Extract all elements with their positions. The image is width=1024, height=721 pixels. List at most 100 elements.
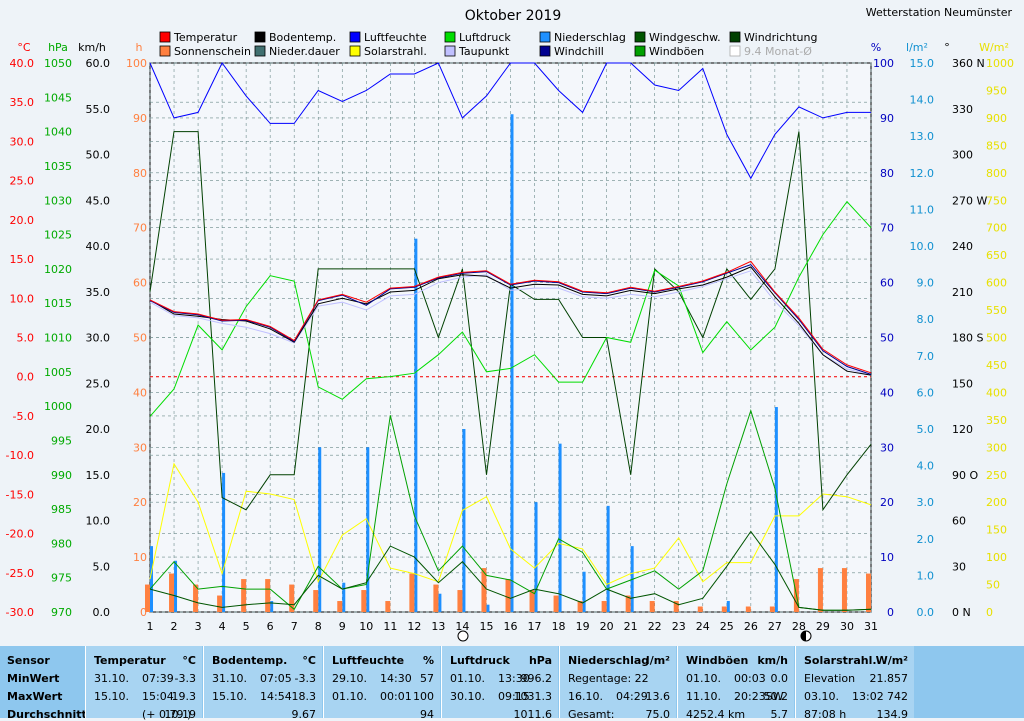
stats-cell-value: 0.0 [770,672,789,685]
stats-cell-time: 14:30 [380,672,412,685]
axis-tick-label: 330 [952,103,973,116]
stats-column-unit: °C [302,654,316,667]
sunshine-bar [601,601,607,612]
series-line-solarstrahl [149,462,872,586]
legend-swatch [349,45,361,57]
precipitation-bar [150,546,153,612]
axis-tick-label: 150 [952,377,973,390]
stats-cell-date: 01.10. [686,672,721,685]
precipitation-bar [582,571,586,612]
station-name: Wetterstation Neumünster [866,6,1013,19]
sunshine-bar [625,595,631,612]
axis-tick-label: 900 [986,112,1007,125]
x-tick-label: 20 [600,620,614,633]
legend-label: Solarstrahl. [364,45,427,58]
x-tick-label: 18 [552,620,566,633]
axis-tick-label: 10.0 [86,515,111,528]
stats-column: Bodentemp. °C 31.10. 07:05 -3.3 15.10. 14:54 18… [203,646,322,721]
axis-tick-label: 240 [952,240,973,253]
stats-cell-time: 13:30 [498,672,530,685]
axis-tick-label: 20.0 [10,214,35,227]
x-tick-label: 29 [816,620,830,633]
axis-tick-label: 50 [133,332,147,345]
axis-tick-label: 90 [880,112,894,125]
axis-tick-label: 1020 [44,263,72,276]
axis-tick-label: 0 N [952,606,971,619]
sunshine-bar [577,601,583,612]
axis-tick-label: 40.0 [86,240,111,253]
sunshine-bar [673,601,679,612]
x-tick-label: 19 [576,620,590,633]
x-tick-label: 23 [672,620,686,633]
stats-column-title: Solarstrahl. [804,654,877,667]
stats-cell-date: 30.10. [450,690,485,703]
precipitation-bar [318,447,322,612]
axis-tick-label: 800 [986,167,1007,180]
stats-cell-time: 07:05 [260,672,292,685]
x-tick-label: 16 [504,620,518,633]
axis-tick-label: 14.0 [910,94,935,107]
x-tick-label: 26 [744,620,758,633]
stats-column: Windböen km/h 01.10. 00:03 0.0 11.10. 20:23SW 5… [677,646,794,721]
legend-label: Windchill [554,45,604,58]
x-tick-label: 31 [864,620,878,633]
precipitation-bar [534,502,538,612]
legend-swatch [159,45,171,57]
axis-unit: h [136,41,143,54]
axis-tick-label: 360 N [952,57,985,70]
sunshine-bar [745,606,751,612]
bars [145,114,871,613]
sunshine-bar [481,568,487,612]
x-tick-label: 10 [359,620,373,633]
axis-tick-label: 0 [887,606,894,619]
stats-column-unit: hPa [528,654,552,667]
axis-tick-label: 0.0 [93,606,111,619]
axis-unit: l/m² [906,41,928,54]
sunshine-bar [505,579,511,612]
stats-cell-time: 00:03 [734,672,766,685]
sunshine-bar [193,584,199,612]
legend-label: Sonnenschein [174,45,251,58]
axis-tick-label: -10.0 [6,449,34,462]
legend-swatch [159,31,171,43]
x-tick-label: 25 [720,620,734,633]
axis-tick-label: 100 [126,57,147,70]
x-tick-label: 15 [479,620,493,633]
axis-tick-label: 11.0 [910,203,935,216]
legend-swatch [634,45,646,57]
axis-tick-label: 15.0 [86,469,111,482]
precipitation-bar [774,407,778,612]
precipitation-bar [510,114,514,613]
axis-unit: ° [944,41,950,54]
sunshine-bar [385,601,391,612]
stats-cell-date: 87:08 h [804,708,847,721]
x-tick-label: 28 [792,620,806,633]
axis-tick-label: 60.0 [86,57,111,70]
axis-tick-label: 45.0 [86,194,111,207]
axis-tick-label: 9.0 [917,277,935,290]
axis-tick-label: 0 [986,606,993,619]
x-tick-label: 8 [315,620,322,633]
stats-cell-time: 14:54 [260,690,292,703]
axis-tick-label: 0.0 [17,371,35,384]
stats-cell-value: 5.7 [770,708,789,721]
legend-swatch [539,45,551,57]
sunshine-bar [866,573,871,612]
x-tick-label: 14 [455,620,469,633]
stats-cell-time: 04:29 [616,690,648,703]
legend-swatch [254,31,266,43]
axis-tick-label: 300 [952,149,973,162]
stats-cell-value: 57 [420,672,434,685]
series-line-temperatur [149,260,872,374]
new-moon-shade [801,631,806,641]
sunshine-bar [337,601,343,612]
axis-tick-label: 5.0 [17,332,35,345]
legend-swatch [729,31,741,43]
moon-phase-icons [457,630,812,642]
stats-cell-value: 1011.6 [513,708,553,721]
axis-tick-label: 20 [880,496,894,509]
axis-tick-label: 1015 [44,297,72,310]
axis-tick-label: 30 [952,560,966,573]
stats-cell-value: 21.857 [869,672,909,685]
legend-label: Luftdruck [459,31,511,44]
